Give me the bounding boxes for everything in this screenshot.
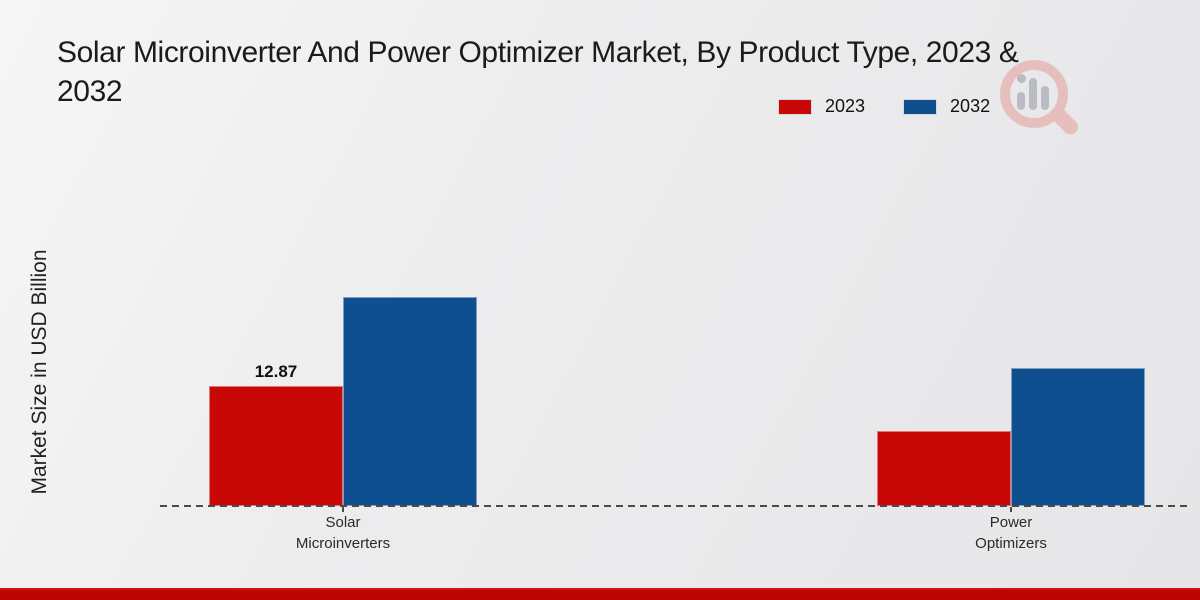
- legend-label-2023: 2023: [825, 96, 866, 116]
- logo-bar-icon: [1029, 78, 1037, 110]
- watermark-magnifier-chart-logo-icon: [1000, 56, 1090, 138]
- bar-2032-solar-microinverters: [343, 297, 477, 506]
- chart-title: Solar Microinverter And Power Optimizer …: [57, 33, 1152, 111]
- legend-item-2023: 2023: [778, 96, 865, 117]
- chart-title-line2: 2032: [57, 75, 123, 108]
- logo-bar-icon: [1041, 86, 1049, 110]
- legend-swatch-2032: [903, 98, 938, 115]
- x-axis-dashed-line: [160, 505, 1192, 507]
- legend-swatch-2023: [778, 98, 812, 115]
- category-label-solar-microinverters: Solar Microinverters: [295, 514, 391, 552]
- legend: 2023 2032: [778, 96, 990, 117]
- x-axis-tick-solar-microinverters: [342, 507, 344, 512]
- bar-2032-power-optimizers: [1011, 368, 1145, 506]
- y-axis-label: Market Size in USD Billion: [28, 249, 51, 495]
- magnifier-ring-icon: [1000, 60, 1068, 128]
- logo-bar-icon: [1017, 92, 1025, 110]
- bar-2023-solar-microinverters: [209, 386, 343, 506]
- category-label-power-optimizers: Power Optimizers: [975, 514, 1047, 552]
- legend-item-2032: 2032: [903, 96, 990, 117]
- footer-accent-strip: [0, 588, 1200, 600]
- legend-label-2032: 2032: [950, 96, 991, 116]
- value-label-2023-solar-microinverters: 12.87: [254, 362, 298, 381]
- x-axis-tick-power-optimizers: [1010, 507, 1012, 512]
- chart-title-line1: Solar Microinverter And Power Optimizer …: [57, 36, 1019, 69]
- bar-2023-power-optimizers: [877, 431, 1011, 506]
- logo-dot-icon: [1017, 74, 1026, 83]
